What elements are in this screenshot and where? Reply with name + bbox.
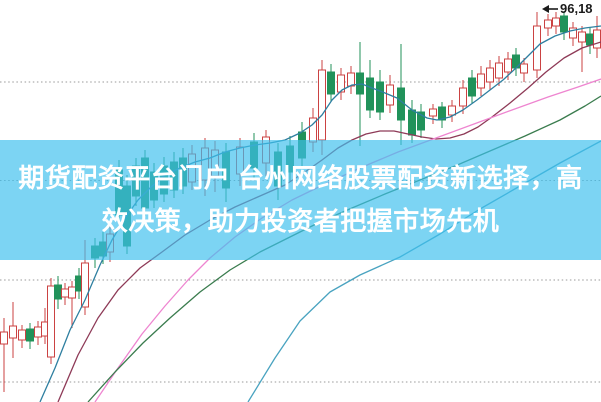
- title-banner: 期货配资平台门户 台州网络股票配资新选择，高 效决策，助力投资者把握市场先机: [0, 140, 601, 260]
- banner-line-2: 效决策，助力投资者把握市场先机: [101, 206, 500, 236]
- arrow-left-icon: [542, 4, 558, 13]
- price-label: 96,18: [560, 1, 593, 16]
- candles: [0, 11, 601, 392]
- banner-line-1: 期货配资平台门户 台州网络股票配资新选择，高: [18, 163, 583, 193]
- price-callout: 96,18: [542, 1, 593, 16]
